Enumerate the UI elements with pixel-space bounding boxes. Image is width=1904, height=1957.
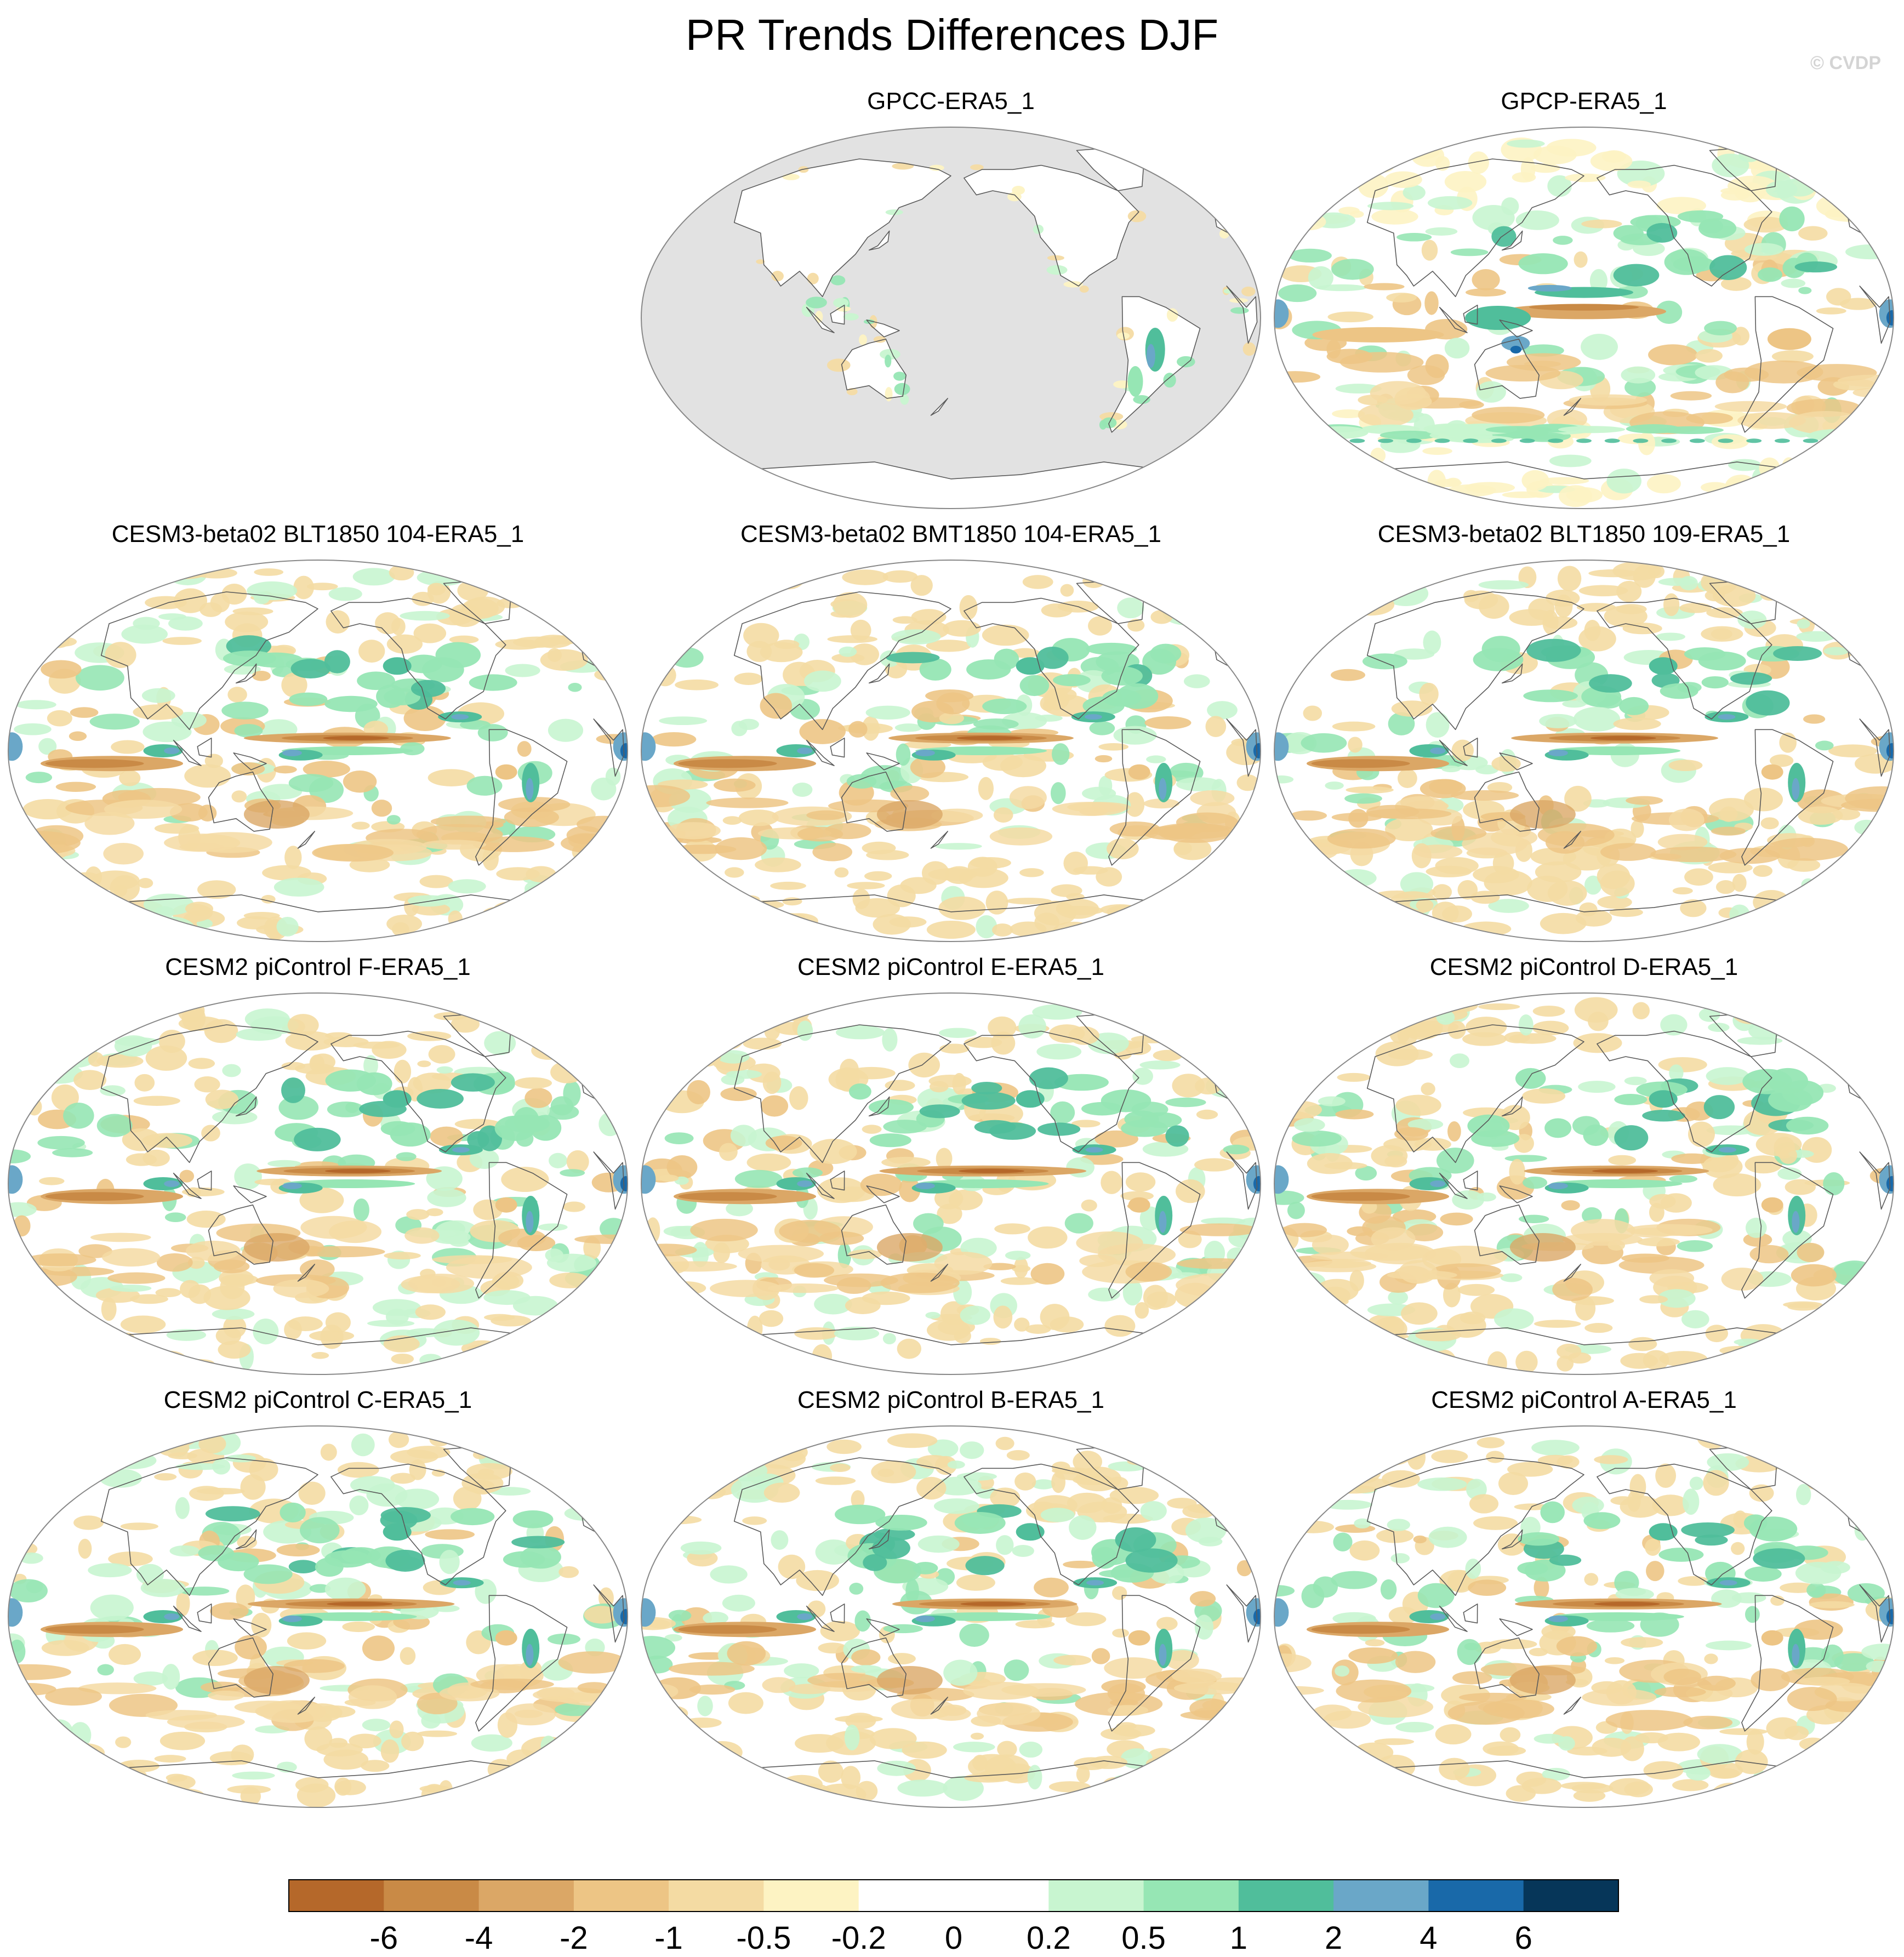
panel-gpcp: GPCP-ERA5_1 [1272, 88, 1896, 515]
panel-cesm3-bmt1850-104: CESM3-beta02 BMT1850 104-ERA5_1 [639, 521, 1263, 948]
panel-title: CESM2 piControl E-ERA5_1 [797, 954, 1104, 980]
map-cesm2-picontrol-d [1274, 992, 1894, 1375]
colorbar-swatch [1428, 1880, 1524, 1912]
colorbar: -6 -4 -2 -1 -0.5 -0.2 0 0.2 0.5 1 2 4 6 [288, 1879, 1619, 1956]
colorbar-tick-label: -2 [560, 1920, 588, 1956]
figure-title: PR Trends Differences DJF [685, 10, 1219, 59]
panel-title: CESM2 piControl C-ERA5_1 [163, 1387, 472, 1413]
colorbar-tick-label: 0.5 [1121, 1920, 1166, 1956]
colorbar-swatch [1048, 1880, 1144, 1912]
colorbar-swatch [1523, 1880, 1619, 1912]
panel-cesm3-blt1850-109: CESM3-beta02 BLT1850 109-ERA5_1 [1272, 521, 1896, 948]
map-cesm2-picontrol-e [641, 992, 1261, 1375]
map-cesm2-picontrol-f [8, 992, 628, 1375]
colorbar-swatch [1143, 1880, 1239, 1912]
panel-cesm2-picontrol-f: CESM2 piControl F-ERA5_1 [5, 954, 630, 1381]
map-gpcp [1274, 127, 1894, 509]
colorbar-swatch [858, 1880, 954, 1912]
panel-title: CESM3-beta02 BLT1850 104-ERA5_1 [111, 521, 525, 547]
colorbar-tick-label: -0.2 [831, 1920, 886, 1956]
colorbar-swatch [478, 1880, 574, 1912]
map-cesm2-picontrol-b [641, 1425, 1261, 1808]
colorbar-tick-label: -6 [370, 1920, 398, 1956]
map-gpcc [641, 127, 1261, 509]
colorbar-swatch [954, 1880, 1049, 1912]
panel-title: GPCC-ERA5_1 [867, 88, 1035, 115]
panel-cesm2-picontrol-d: CESM2 piControl D-ERA5_1 [1272, 954, 1896, 1381]
panel-cesm2-picontrol-b: CESM2 piControl B-ERA5_1 [639, 1387, 1263, 1814]
map-cesm3-bmt1850-104 [641, 560, 1261, 942]
map-cesm2-picontrol-a [1274, 1425, 1894, 1808]
panel-title: CESM2 piControl F-ERA5_1 [165, 954, 471, 980]
panel-title: GPCP-ERA5_1 [1501, 88, 1667, 115]
map-cesm2-picontrol-c [8, 1425, 628, 1808]
colorbar-swatch [1333, 1880, 1429, 1912]
colorbar-tick-label: -4 [465, 1920, 493, 1956]
panel-cesm3-blt1850-104: CESM3-beta02 BLT1850 104-ERA5_1 [5, 521, 630, 948]
panel-cesm2-picontrol-a: CESM2 piControl A-ERA5_1 [1272, 1387, 1896, 1814]
panel-title: CESM2 piControl A-ERA5_1 [1431, 1387, 1737, 1413]
colorbar-tick-label: 2 [1325, 1920, 1342, 1956]
map-cesm3-blt1850-104 [8, 560, 628, 942]
colorbar-swatch [763, 1880, 859, 1912]
panel-title: CESM3-beta02 BMT1850 104-ERA5_1 [740, 521, 1161, 547]
colorbar-swatch [289, 1880, 384, 1912]
colorbar-swatch [384, 1880, 480, 1912]
map-cesm3-blt1850-109 [1274, 560, 1894, 942]
colorbar-swatch [1238, 1880, 1334, 1912]
panel-gpcc: GPCC-ERA5_1 [639, 88, 1263, 515]
colorbar-tick-label: 0 [945, 1920, 962, 1956]
panel-title: CESM2 piControl B-ERA5_1 [797, 1387, 1104, 1413]
colorbar-tick-label: 0.2 [1027, 1920, 1071, 1956]
panel-title: CESM2 piControl D-ERA5_1 [1429, 954, 1738, 980]
colorbar-tick-label: -0.5 [736, 1920, 791, 1956]
colorbar-swatch [669, 1880, 764, 1912]
panel-cesm2-picontrol-e: CESM2 piControl E-ERA5_1 [639, 954, 1263, 1381]
colorbar-frame [288, 1879, 1619, 1912]
panel-title: CESM3-beta02 BLT1850 109-ERA5_1 [1377, 521, 1791, 547]
colorbar-tick-label: -1 [654, 1920, 683, 1956]
cvdp-credit: © CVDP [1810, 53, 1881, 73]
colorbar-tick-label: 4 [1420, 1920, 1437, 1956]
colorbar-swatch [573, 1880, 669, 1912]
panel-cesm2-picontrol-c: CESM2 piControl C-ERA5_1 [5, 1387, 630, 1814]
colorbar-tick-label: 1 [1230, 1920, 1247, 1956]
colorbar-tick-label: 6 [1515, 1920, 1532, 1956]
